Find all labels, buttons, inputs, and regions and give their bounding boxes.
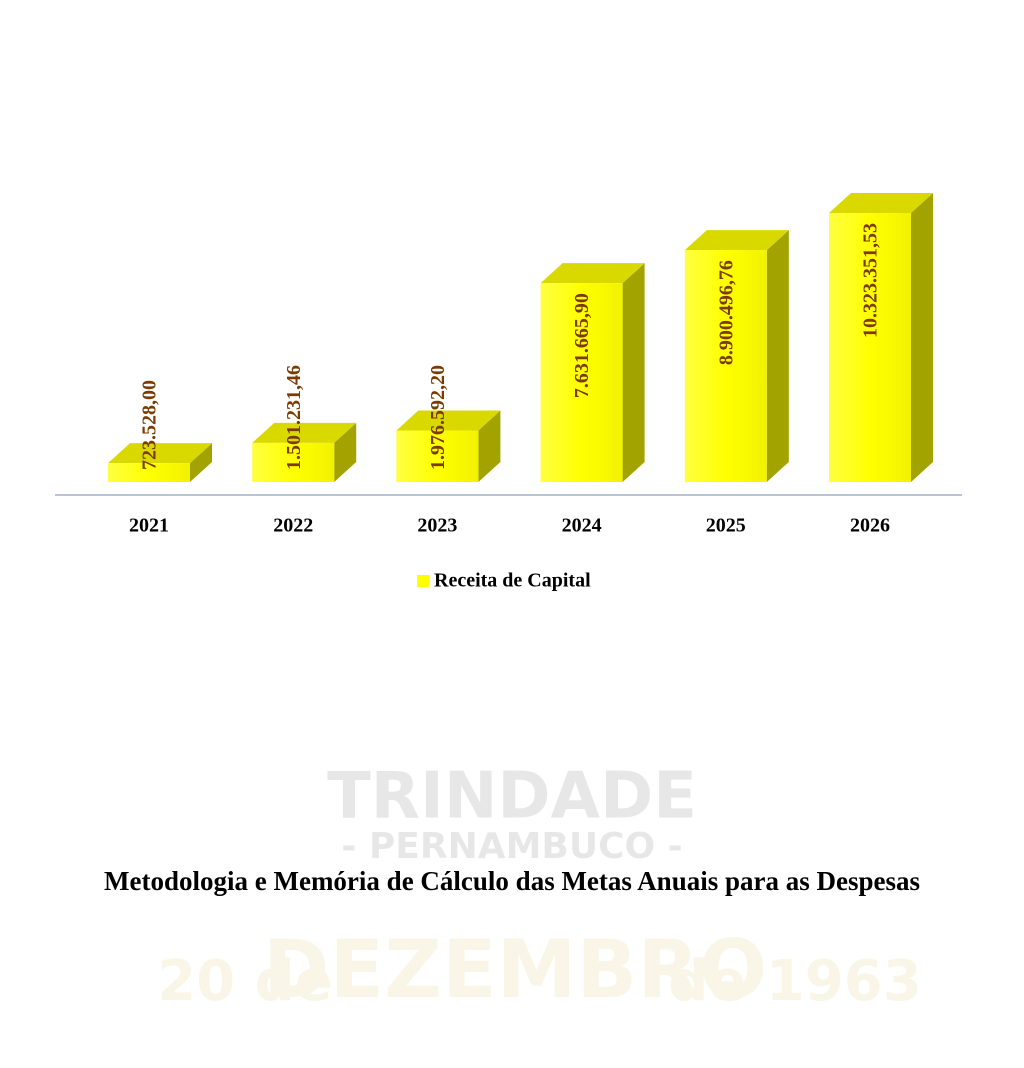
x-tick-label: 2024: [562, 515, 602, 537]
watermark-name: TRINDADE: [327, 760, 697, 834]
heading: Metodologia e Memória de Cálculo das Met…: [104, 866, 920, 896]
bar: [540, 263, 645, 482]
bar: [829, 193, 933, 482]
data-label: 10.323.351,53: [860, 223, 882, 338]
x-tick-label: 2026: [850, 515, 890, 537]
bar-top: [540, 263, 645, 284]
bar: [684, 230, 789, 482]
watermark-date: de 1963: [668, 949, 921, 1014]
x-tick-label: 2022: [273, 515, 313, 537]
bar-top: [108, 443, 212, 464]
bar-top: [396, 410, 501, 431]
bar-front: [252, 442, 335, 482]
bar-side: [766, 230, 789, 482]
data-label: 723.528,00: [139, 380, 161, 470]
legend-label: Receita de Capital: [434, 570, 591, 592]
bar-side: [478, 410, 501, 482]
watermark: TRINDADE - PERNAMBUCO - 20 de DEZEMBRO d…: [157, 760, 921, 1016]
legend-swatch: [417, 575, 429, 587]
bar-top: [252, 422, 357, 443]
bar-front: [829, 213, 911, 482]
bar-front: [396, 430, 479, 482]
watermark-state: - PERNAMBUCO -: [341, 826, 682, 867]
bar-side: [334, 422, 357, 482]
bar-top: [829, 193, 933, 213]
data-label: 7.631.665,90: [571, 293, 593, 398]
bar-top: [684, 230, 789, 251]
x-tick-label: 2023: [417, 515, 457, 537]
bar: [252, 422, 357, 482]
bar-side: [190, 443, 212, 482]
bar: [396, 410, 501, 482]
watermark-date: DEZEMBRO: [263, 923, 767, 1016]
bar-side: [911, 193, 933, 482]
bar-front: [684, 250, 767, 482]
data-label: 1.976.592,20: [427, 365, 449, 470]
bar-front: [540, 283, 623, 482]
data-label: 1.501.231,46: [283, 365, 305, 470]
watermark-date: 20 de: [157, 949, 333, 1014]
x-tick-label: 2025: [706, 515, 746, 537]
bar-side: [622, 263, 645, 482]
bar: [108, 443, 212, 482]
x-tick-label: 2021: [129, 515, 169, 537]
data-label: 8.900.496,76: [715, 260, 737, 365]
bar-front: [108, 463, 190, 482]
